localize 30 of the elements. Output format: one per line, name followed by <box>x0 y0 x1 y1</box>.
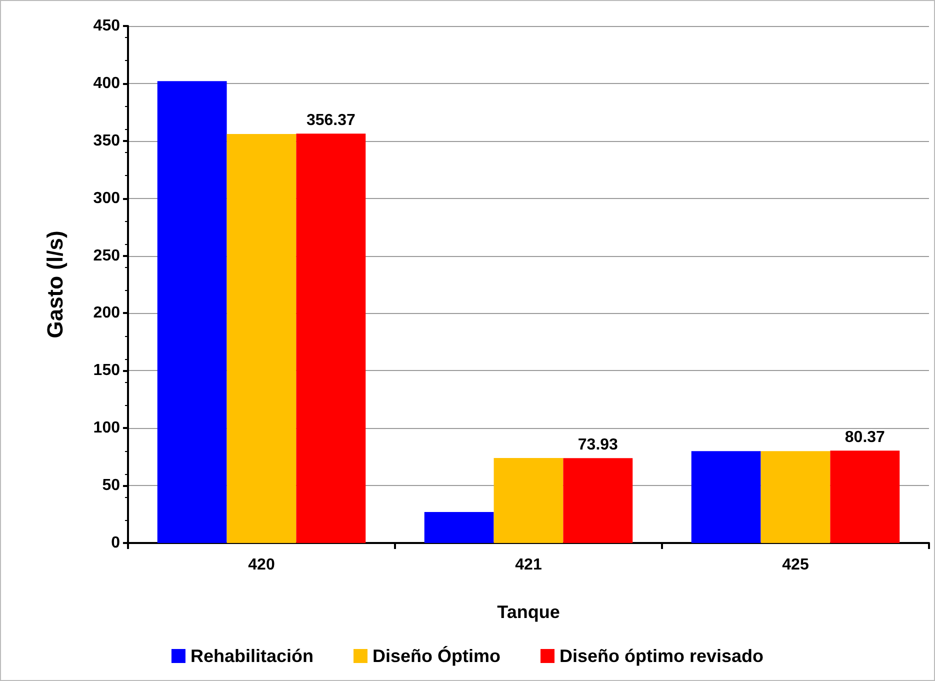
bar <box>157 81 227 543</box>
x-axis-title: Tanque <box>497 602 560 622</box>
y-tick-label: 250 <box>93 247 120 264</box>
y-tick-label: 350 <box>93 132 120 150</box>
legend-label: Diseño Óptimo <box>372 646 501 666</box>
y-tick-label: 450 <box>93 18 120 34</box>
y-tick-label: 50 <box>102 477 120 494</box>
data-label: 73.93 <box>578 436 618 454</box>
y-tick-label: 400 <box>93 74 120 92</box>
y-axis-title: Gasto (l/s) <box>42 230 68 338</box>
y-tick-label: 0 <box>111 534 120 552</box>
y-tick-label: 100 <box>93 420 120 437</box>
y-tick-label: 200 <box>93 304 120 322</box>
bar <box>830 450 900 543</box>
bar <box>494 458 564 543</box>
bar <box>296 134 366 543</box>
data-label: 356.37 <box>306 112 356 130</box>
bar <box>424 512 494 543</box>
data-label: 80.37 <box>844 429 886 446</box>
bar <box>563 458 633 543</box>
legend-label: Diseño óptimo revisado <box>559 646 764 666</box>
x-tick-label: 425 <box>782 556 809 574</box>
x-tick-label: 420 <box>248 556 275 574</box>
legend-label: Rehabilitación <box>190 646 314 666</box>
bar <box>691 451 761 543</box>
bar <box>760 451 830 543</box>
bar <box>226 134 296 543</box>
y-tick-label: 150 <box>93 362 120 380</box>
y-tick-label: 300 <box>93 190 120 207</box>
x-tick-label: 421 <box>515 556 542 574</box>
